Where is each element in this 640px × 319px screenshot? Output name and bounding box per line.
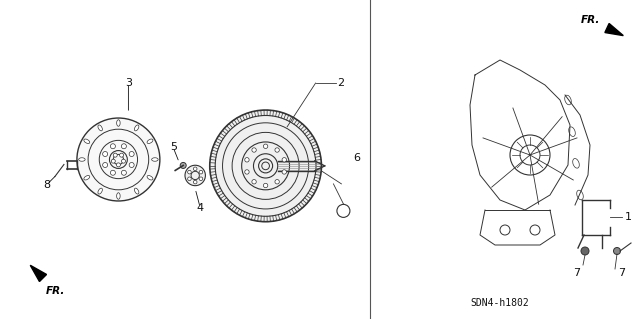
Text: 8: 8 <box>44 180 51 189</box>
Ellipse shape <box>134 125 139 131</box>
Circle shape <box>129 162 134 167</box>
Text: 7: 7 <box>573 268 580 278</box>
Text: SDN4-h1802: SDN4-h1802 <box>470 298 529 308</box>
Ellipse shape <box>147 139 153 144</box>
Circle shape <box>122 159 125 163</box>
Text: 1: 1 <box>625 212 632 222</box>
Text: 4: 4 <box>196 203 204 213</box>
Circle shape <box>199 177 203 181</box>
Circle shape <box>122 144 126 149</box>
Circle shape <box>614 248 621 255</box>
Circle shape <box>275 148 279 152</box>
Circle shape <box>188 170 191 174</box>
Polygon shape <box>30 265 47 282</box>
Ellipse shape <box>116 193 120 199</box>
Text: FR.: FR. <box>581 15 600 26</box>
Circle shape <box>111 144 115 149</box>
Circle shape <box>102 162 108 167</box>
Circle shape <box>102 152 108 157</box>
Circle shape <box>252 180 256 184</box>
Circle shape <box>120 153 124 157</box>
Ellipse shape <box>147 175 153 180</box>
Circle shape <box>122 170 126 175</box>
Circle shape <box>282 170 287 174</box>
Circle shape <box>116 163 120 167</box>
Circle shape <box>282 158 287 162</box>
Ellipse shape <box>152 158 158 161</box>
Polygon shape <box>605 24 623 36</box>
Circle shape <box>264 144 268 148</box>
Circle shape <box>113 153 117 157</box>
Circle shape <box>581 247 589 255</box>
Text: 7: 7 <box>618 268 625 278</box>
Circle shape <box>199 170 203 174</box>
Circle shape <box>244 170 249 174</box>
Circle shape <box>244 158 249 162</box>
Circle shape <box>193 180 197 184</box>
Text: 2: 2 <box>337 78 344 88</box>
Circle shape <box>77 118 160 201</box>
Ellipse shape <box>134 188 139 194</box>
Text: FR.: FR. <box>46 286 65 296</box>
Circle shape <box>180 162 186 168</box>
Circle shape <box>185 165 205 186</box>
Circle shape <box>193 167 197 171</box>
Ellipse shape <box>116 120 120 126</box>
Circle shape <box>264 183 268 188</box>
Circle shape <box>275 180 279 184</box>
Circle shape <box>111 170 115 175</box>
Circle shape <box>188 177 191 181</box>
Circle shape <box>129 152 134 157</box>
Circle shape <box>252 148 256 152</box>
Circle shape <box>210 110 321 222</box>
Ellipse shape <box>84 139 90 144</box>
Ellipse shape <box>79 158 85 161</box>
Ellipse shape <box>98 188 102 194</box>
Ellipse shape <box>84 175 90 180</box>
Text: 3: 3 <box>125 78 132 88</box>
Circle shape <box>111 159 115 163</box>
Ellipse shape <box>98 125 102 131</box>
Text: 6: 6 <box>353 153 360 163</box>
Text: 5: 5 <box>170 143 177 152</box>
